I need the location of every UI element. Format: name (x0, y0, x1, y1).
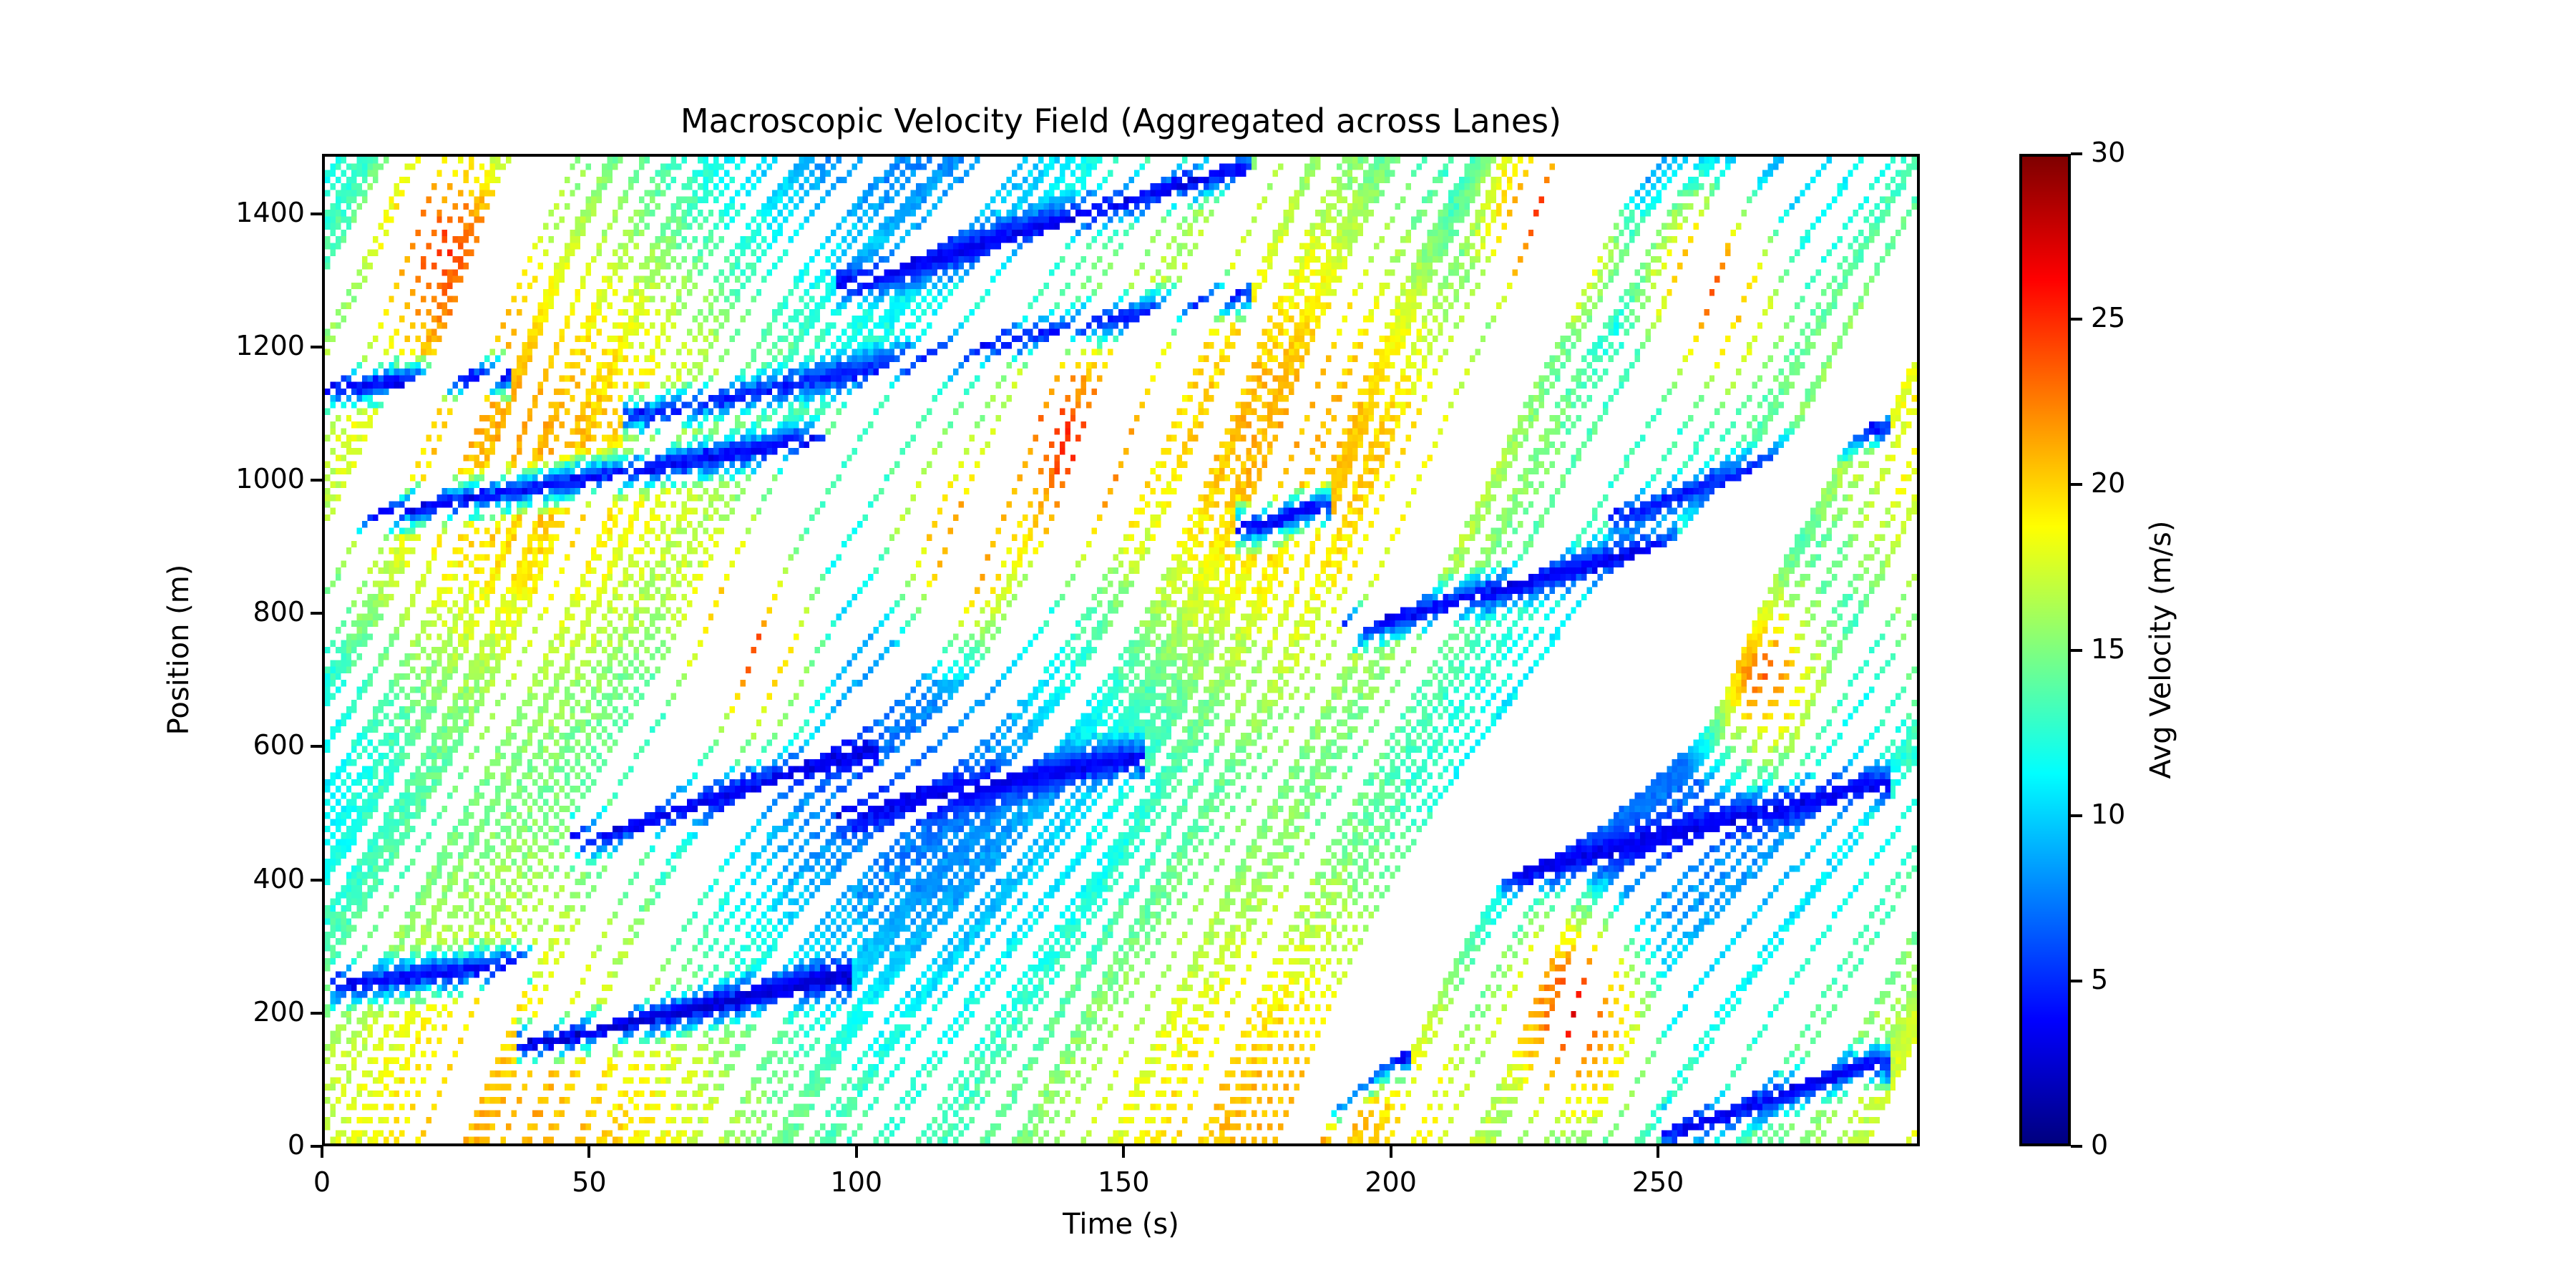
colorbar (2019, 154, 2071, 1146)
tick-label: 0 (313, 1166, 331, 1198)
tick-mark (2071, 152, 2082, 155)
tick-mark (311, 345, 322, 348)
tick-label: 50 (572, 1166, 607, 1198)
tick-label: 15 (2091, 633, 2126, 665)
tick-mark (311, 1011, 322, 1015)
tick-label: 10 (2091, 798, 2126, 830)
tick-mark (854, 1146, 858, 1158)
y-axis-label: Position (m) (162, 564, 195, 736)
tick-label: 20 (2091, 467, 2126, 499)
tick-label: 1400 (235, 196, 305, 228)
tick-mark (1657, 1146, 1660, 1158)
tick-label: 400 (253, 862, 305, 894)
tick-mark (2071, 483, 2082, 487)
tick-label: 0 (2091, 1129, 2109, 1161)
tick-mark (1389, 1146, 1392, 1158)
tick-label: 30 (2091, 137, 2126, 168)
tick-mark (321, 1146, 323, 1158)
tick-label: 0 (287, 1129, 305, 1161)
colorbar-label: Avg Velocity (m/s) (2145, 520, 2177, 779)
tick-label: 100 (830, 1166, 883, 1198)
tick-label: 250 (1631, 1166, 1684, 1198)
tick-label: 5 (2091, 963, 2109, 995)
tick-label: 200 (1365, 1166, 1417, 1198)
tick-mark (311, 878, 322, 882)
tick-mark (311, 1145, 322, 1148)
tick-mark (587, 1146, 591, 1158)
tick-label: 800 (253, 596, 305, 628)
tick-mark (1122, 1146, 1126, 1158)
x-axis-label: Time (s) (1063, 1208, 1179, 1241)
tick-label: 1000 (235, 463, 305, 495)
tick-mark (311, 479, 322, 482)
velocity-heatmap (325, 157, 1917, 1143)
chart-title: Macroscopic Velocity Field (Aggregated a… (680, 102, 1562, 140)
tick-label: 600 (253, 729, 305, 761)
tick-label: 1200 (235, 329, 305, 361)
tick-mark (2071, 979, 2082, 982)
tick-mark (311, 745, 322, 748)
tick-mark (311, 212, 322, 215)
tick-label: 25 (2091, 302, 2126, 334)
tick-mark (2071, 814, 2082, 817)
tick-mark (2071, 648, 2082, 652)
tick-mark (2071, 1145, 2082, 1148)
tick-mark (2071, 318, 2082, 321)
tick-label: 150 (1097, 1166, 1150, 1198)
tick-label: 200 (253, 995, 305, 1028)
tick-mark (311, 612, 322, 615)
heatmap-plot-area (322, 154, 1920, 1146)
